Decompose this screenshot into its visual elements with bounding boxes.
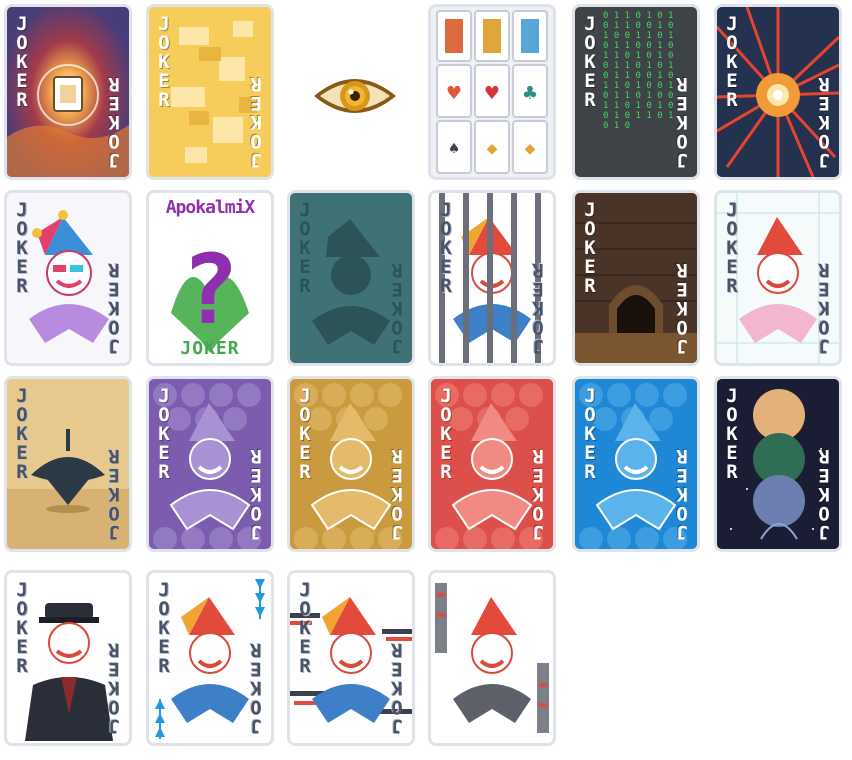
corner-label: J O K E R [584,385,596,483]
corner-label: J O K E R [299,385,311,483]
corner-label-reversed: J O K E R [108,445,120,543]
corner-label-reversed: J O K E R [676,445,688,543]
shadow-jester-art [312,219,390,345]
card-spinning-top[interactable]: J O K E R J O K E R [4,376,132,552]
captain-art [25,603,113,741]
mono-jester-art [435,583,549,733]
svg-text:◆: ◆ [487,141,498,157]
corner-label: J O K E R [584,13,596,111]
corner-label-reversed: J O K E R [532,445,544,543]
corner-label: J O K E R [16,13,28,111]
card-captain-jester[interactable]: J O K E R J O K E R [4,570,132,746]
corner-label: J O K E R [158,385,170,483]
purple-jester-art [153,383,261,549]
card-purple-jester[interactable]: J O K E R J O K E R [146,376,274,552]
glitch-jester-art [290,597,412,723]
dungeon-arch-art [575,193,697,363]
card-circuit-jester[interactable]: J O K E R J O K E R [714,190,842,366]
card-cosmic-purple[interactable]: J O K E R J O K E R [4,4,132,180]
jester-3d-art [29,210,109,343]
corner-label-reversed: J O K E R [108,259,120,357]
svg-text:♠: ♠ [448,141,461,157]
card-blue-jester[interactable]: J O K E R J O K E R [572,376,700,552]
corner-label: J O K E R [299,199,311,297]
corner-label-reversed: J O K E R [676,259,688,357]
svg-text:♥: ♥ [446,83,462,104]
gold-camo-pattern [149,7,271,177]
corner-label: J O K E R [726,385,738,483]
spinning-top-art [7,379,129,549]
corner-label-reversed: J O K E R [532,259,544,357]
jailed-jester-art [439,193,541,363]
corner-label-reversed: J O K E R [250,73,262,171]
svg-text:?: ? [181,234,239,346]
card-apokalmix[interactable]: ApokalmiX ? JOKER [146,190,274,366]
card-3d-glasses-jester[interactable]: J O K E R J O K E R [4,190,132,366]
brand-label: JOKER [180,338,240,359]
blue-jester-art [579,383,687,549]
corner-label: J O K E R [158,579,170,677]
arrows-jester-art [155,579,265,739]
corner-label-reversed: J O K E R [108,639,120,737]
corner-label-reversed: J O K E R [391,259,403,357]
brand-title: ApokalmiX [165,197,256,218]
corner-label-reversed: J O K E R [818,259,830,357]
corner-label-reversed: J O K E R [818,445,830,543]
card-dungeon-arch[interactable]: J O K E R J O K E R [572,190,700,366]
planets-art [717,379,839,549]
gold-jester-art [294,383,402,549]
card-teal-shadow-jester[interactable]: J O K E R J O K E R [287,190,415,366]
corner-label: J O K E R [16,199,28,297]
question-mark-icon: ? [171,234,249,353]
corner-label-reversed: J O K E R [108,73,120,171]
card-starburst[interactable]: J O K E R J O K E R [714,4,842,180]
card-binary-matrix[interactable]: 0 1 1 0 1 0 1 0 1 1 0 0 1 0 1 0 0 1 1 0 … [572,4,700,180]
corner-label: J O K E R [299,579,311,677]
svg-text:♥: ♥ [484,83,500,104]
corner-label: J O K E R [440,199,452,297]
corner-label-reversed: J O K E R [250,639,262,737]
corner-label-reversed: J O K E R [391,445,403,543]
corner-label: J O K E R [158,13,170,111]
corner-label-reversed: J O K E R [818,73,830,171]
svg-text:◆: ◆ [525,141,536,157]
card-planets[interactable]: J O K E R J O K E R [714,376,842,552]
card-gold-camo[interactable]: J O K E R J O K E R [146,4,274,180]
corner-label: J O K E R [440,385,452,483]
corner-label: J O K E R [16,579,28,677]
mini-cards-art: ♥ ♥ ♣ ♠ ◆ ◆ [431,7,553,177]
card-gold-jester[interactable]: J O K E R J O K E R [287,376,415,552]
red-jester-art [435,383,543,549]
binary-digits: 0 1 1 0 1 0 1 0 1 1 0 0 1 0 1 0 0 1 1 0 … [603,11,674,131]
corner-label: J O K E R [726,13,738,111]
corner-label-reversed: J O K E R [391,639,403,737]
corner-label: J O K E R [584,199,596,297]
corner-label-reversed: J O K E R [250,445,262,543]
corner-label: J O K E R [726,199,738,297]
card-jailed-jester[interactable]: J O K E R J O K E R [428,190,556,366]
card-mono-jester[interactable] [428,570,556,746]
corner-label-reversed: J O K E R [676,73,688,171]
card-arrows-jester[interactable]: J O K E R J O K E R [146,570,274,746]
card-red-jester[interactable]: J O K E R J O K E R [428,376,556,552]
card-glitch-jester[interactable]: J O K E R J O K E R [287,570,415,746]
corner-label: J O K E R [16,385,28,483]
card-mini-cards-pattern[interactable]: ♥ ♥ ♣ ♠ ◆ ◆ [428,4,556,180]
svg-text:♣: ♣ [522,83,538,104]
golden-eye-icon[interactable] [312,68,398,124]
cosmic-flame-art [7,7,129,177]
starburst-art [717,7,839,177]
circuit-jester-art [717,193,839,363]
